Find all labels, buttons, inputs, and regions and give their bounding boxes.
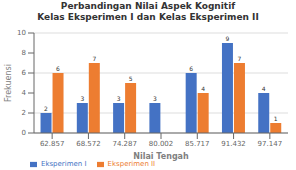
svg-text:4: 4 xyxy=(201,85,205,92)
svg-text:80.002: 80.002 xyxy=(149,140,174,148)
svg-text:6: 6 xyxy=(56,65,60,72)
svg-text:4: 4 xyxy=(22,89,27,97)
svg-text:0: 0 xyxy=(22,129,26,137)
html-text:Kelas Eksperimen I dan Kelas E: Kelas Eksperimen I dan Kelas Eksperimen … xyxy=(37,12,259,22)
svg-text:Nilai Tengah: Nilai Tengah xyxy=(133,152,189,161)
svg-text:74.287: 74.287 xyxy=(112,140,137,148)
svg-text:7: 7 xyxy=(92,55,96,62)
svg-text:68.572: 68.572 xyxy=(76,140,101,148)
svg-text:8: 8 xyxy=(22,49,26,57)
svg-text:9: 9 xyxy=(226,35,230,42)
svg-text:3: 3 xyxy=(153,95,157,102)
svg-text:5: 5 xyxy=(129,75,133,82)
svg-text:62.857: 62.857 xyxy=(40,140,65,148)
svg-text:3: 3 xyxy=(117,95,121,102)
svg-text:3: 3 xyxy=(80,95,84,102)
svg-text:1: 1 xyxy=(274,115,278,122)
svg-text:6: 6 xyxy=(22,69,27,77)
html-text:Eksperimen II: Eksperimen II xyxy=(107,160,156,168)
svg-text:4: 4 xyxy=(262,85,266,92)
svg-text:2: 2 xyxy=(44,105,48,112)
svg-text:97.147: 97.147 xyxy=(258,140,283,148)
svg-text:Frekuensi: Frekuensi xyxy=(8,64,13,102)
svg-text:91.432: 91.432 xyxy=(221,140,246,148)
svg-text:7: 7 xyxy=(238,55,242,62)
html-text:Perbandingan Nilai Aspek Kogni: Perbandingan Nilai Aspek Kognitif xyxy=(60,1,236,11)
svg-text:6: 6 xyxy=(189,65,193,72)
svg-text:85.717: 85.717 xyxy=(185,140,210,148)
svg-text:10: 10 xyxy=(17,29,26,37)
html-text:Eksperimen I: Eksperimen I xyxy=(41,160,87,168)
svg-text:2: 2 xyxy=(22,109,26,117)
